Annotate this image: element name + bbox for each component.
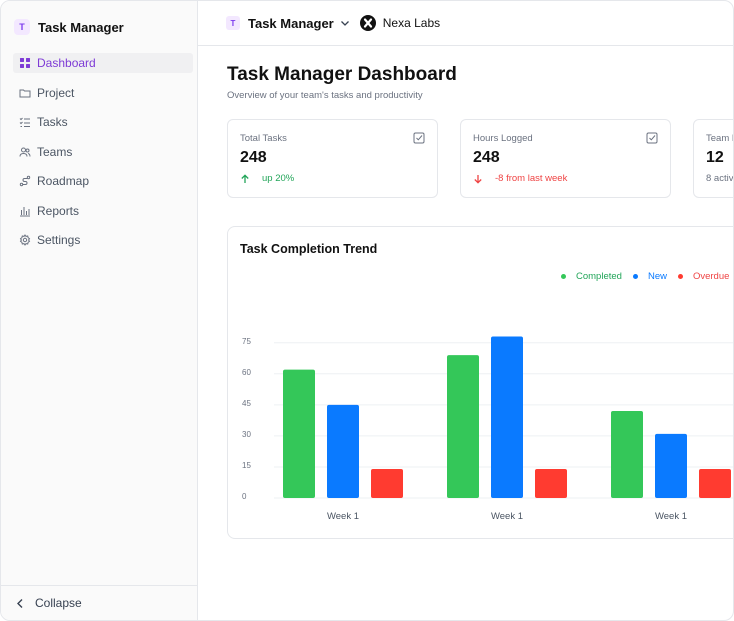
legend-dot: [632, 274, 638, 279]
stats-row: Total Tasks 248 up 20% Hours Logged 248 …: [227, 119, 733, 199]
bar-new[interactable]: [491, 336, 523, 498]
sidebar-item-label: Tasks: [37, 115, 68, 129]
sidebar-item-label: Project: [37, 85, 75, 100]
arrow-up-icon: [241, 173, 249, 183]
legend-item-new[interactable]: New: [632, 271, 667, 282]
bar-overdue[interactable]: [371, 469, 403, 498]
bar-completed[interactable]: [447, 355, 479, 498]
gear-icon: [19, 234, 31, 246]
brand-title: Task Manager: [38, 19, 124, 35]
stat-change: -8 from last week: [473, 173, 658, 184]
grid-icon: [19, 57, 31, 69]
stat-value: 12: [706, 149, 724, 166]
stat-change-text: 8 activ: [706, 173, 733, 184]
sidebar-item-reports[interactable]: Reports: [13, 201, 193, 221]
stat-label: Total Tasks: [240, 133, 287, 144]
sidebar-brand[interactable]: T Task Manager: [1, 1, 197, 53]
sidebar: T Task Manager Dashboard Project Tasks: [1, 1, 198, 620]
bar-overdue[interactable]: [535, 469, 567, 498]
task-completion-chart-card: Task Completion Trend Completed New Over…: [227, 226, 733, 539]
list-check-icon: [19, 116, 31, 128]
x-tick-label: Week 1: [327, 511, 359, 522]
sidebar-item-label: Roadmap: [37, 174, 90, 188]
stat-label: Hours Logged: [473, 133, 533, 144]
dashboard-content: Task Manager Dashboard Overview of your …: [227, 46, 733, 539]
y-tick-label: 45: [242, 399, 251, 408]
legend-dot: [677, 274, 683, 279]
sidebar-item-label: Settings: [37, 233, 81, 247]
users-icon: [19, 146, 31, 158]
arrow-down-icon: [474, 174, 482, 184]
workspace-title[interactable]: Task Manager: [248, 15, 334, 31]
y-tick-label: 0: [242, 492, 247, 501]
folder-icon: [19, 87, 31, 99]
bar-new[interactable]: [655, 433, 687, 498]
checkbox-icon: [646, 132, 658, 144]
legend-dot: [561, 274, 566, 279]
chevron-left-icon: [17, 598, 23, 608]
sidebar-item-label: Reports: [37, 203, 80, 218]
stat-card-total-tasks: Total Tasks 248 up 20%: [227, 119, 438, 198]
chart-legend: Completed New Overdue: [561, 271, 733, 282]
legend-label: Overdue: [692, 271, 730, 282]
brand-badge: T: [14, 19, 30, 35]
top-bar: T Task Manager Nexa Labs: [198, 1, 733, 46]
route-icon: [19, 175, 31, 187]
page-subtitle: Overview of your team's tasks and produc…: [227, 90, 423, 101]
bar-overdue[interactable]: [699, 469, 731, 498]
bar-chart: 0 15 30 45 60 75 Week 1 Week 1 Week 1: [242, 336, 733, 522]
stat-label: Team M: [706, 133, 733, 144]
stat-card-team-members: Team M 12 8 activ: [693, 119, 733, 198]
stat-card-hours-logged: Hours Logged 248 -8 from last week: [460, 119, 671, 198]
sidebar-item-settings[interactable]: Settings: [13, 230, 193, 250]
stat-value: 248: [473, 149, 500, 166]
checkbox-icon: [413, 132, 425, 144]
bar-chart-icon: [19, 205, 31, 217]
stat-change: 8 activ: [706, 173, 733, 184]
bar-new[interactable]: [327, 404, 359, 498]
stat-change: up 20%: [240, 173, 425, 184]
main-area: T Task Manager Nexa Labs Task Manager Da…: [198, 1, 733, 620]
sidebar-nav: Dashboard Project Tasks Teams: [1, 53, 197, 250]
sidebar-item-project[interactable]: Project: [13, 83, 193, 103]
collapse-label: Collapse: [35, 596, 82, 610]
bar-completed[interactable]: [611, 411, 643, 498]
y-tick-label: 60: [242, 368, 251, 377]
stat-value: 248: [240, 149, 267, 166]
page-title: Task Manager Dashboard: [227, 64, 457, 85]
org-name[interactable]: Nexa Labs: [382, 16, 441, 30]
stat-change-text: up 20%: [262, 173, 295, 184]
y-tick-label: 75: [242, 337, 251, 346]
sidebar-item-tasks[interactable]: Tasks: [13, 112, 193, 132]
org-logo-icon: [359, 15, 376, 31]
y-tick-label: 30: [242, 430, 251, 439]
x-tick-label: Week 1: [491, 511, 523, 522]
chevron-down-icon[interactable]: [340, 18, 350, 28]
workspace-badge: T: [226, 16, 240, 30]
legend-label: New: [647, 271, 667, 282]
sidebar-item-dashboard[interactable]: Dashboard: [13, 53, 193, 73]
sidebar-item-roadmap[interactable]: Roadmap: [13, 171, 193, 191]
legend-item-overdue[interactable]: Overdue: [677, 271, 730, 282]
sidebar-item-teams[interactable]: Teams: [13, 142, 193, 162]
legend-label: Completed: [576, 271, 622, 282]
chart-title: Task Completion Trend: [240, 242, 378, 256]
sidebar-item-label: Dashboard: [37, 56, 96, 70]
legend-item-completed[interactable]: Completed: [561, 271, 622, 282]
bar-completed[interactable]: [283, 369, 315, 498]
collapse-button[interactable]: Collapse: [1, 585, 197, 620]
y-tick-label: 15: [242, 461, 251, 470]
sidebar-item-label: Teams: [37, 144, 73, 159]
stat-change-text: -8 from last week: [495, 173, 568, 184]
x-tick-label: Week 1: [655, 511, 687, 522]
